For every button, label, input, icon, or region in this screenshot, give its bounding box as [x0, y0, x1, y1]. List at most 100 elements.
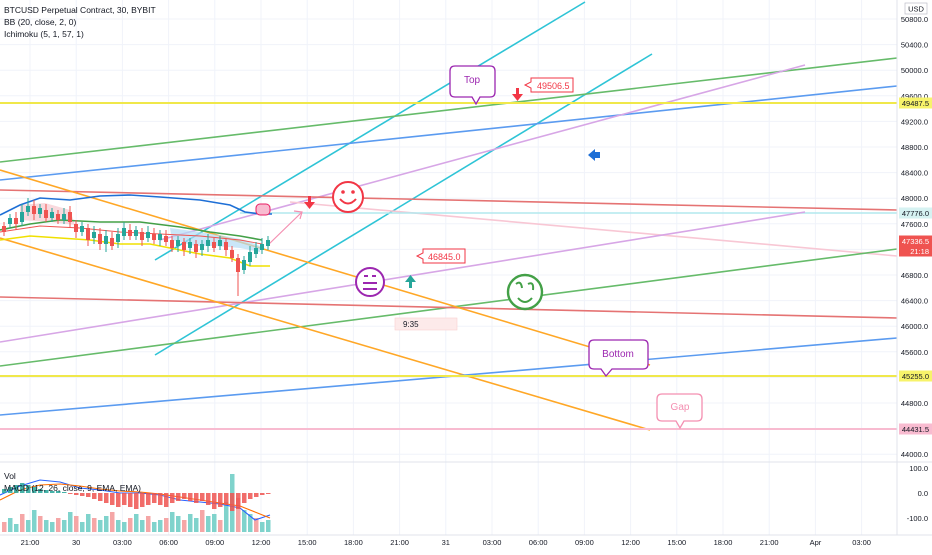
- candle-body: [236, 258, 240, 272]
- candle-body: [182, 242, 186, 250]
- time-axis[interactable]: 21:00 30 03:00 06:00 09:00 12:00 15:00 18:00 21:…: [0, 534, 932, 547]
- indicator-ichimoku-label[interactable]: Ichimoku (5, 1, 57, 1): [4, 29, 84, 39]
- candle-body: [230, 250, 234, 258]
- time-tick: 09:00: [575, 538, 594, 547]
- red-line-upper[interactable]: [0, 189, 898, 211]
- sticker-neutral-face[interactable]: [355, 267, 385, 297]
- pink-arrow-line[interactable]: [267, 211, 303, 246]
- candle: [68, 206, 72, 228]
- macd-hist-bar: [26, 485, 31, 493]
- macd-hist-bar: [128, 493, 133, 507]
- drawing-lines[interactable]: [0, 1, 898, 431]
- price-label-text: 46845.0: [428, 252, 461, 262]
- candle: [206, 234, 210, 252]
- volume-bar: [218, 520, 223, 532]
- candle: [50, 208, 54, 222]
- bb-basis-line[interactable]: [0, 219, 263, 241]
- callout-bottom[interactable]: Bottom: [588, 339, 649, 378]
- candle: [158, 230, 162, 246]
- macd-label[interactable]: MACD (12, 26, close, 9, EMA, EMA): [4, 483, 141, 493]
- sticker-happy-face[interactable]: [332, 181, 364, 213]
- pink-line[interactable]: [289, 201, 898, 257]
- callout-top[interactable]: Top: [449, 65, 496, 106]
- chart-legend[interactable]: BTCUSD Perpetual Contract, 30, BYBIT BB …: [4, 4, 156, 40]
- price-label-bottom[interactable]: 46845.0: [415, 248, 466, 264]
- lower-pane-legend[interactable]: Vol MACD (12, 26, close, 9, EMA, EMA): [4, 470, 141, 494]
- volume-bar: [140, 520, 145, 532]
- candle-body: [26, 206, 30, 212]
- candle-body: [56, 214, 60, 220]
- volume-label[interactable]: Vol: [4, 471, 16, 481]
- red-line-lower[interactable]: [0, 296, 898, 319]
- ichimoku-cloud: [170, 228, 260, 252]
- candle: [200, 240, 204, 256]
- candle: [32, 200, 36, 220]
- price-tick: 46000.0: [901, 322, 928, 331]
- macd-hist-bar: [56, 491, 61, 493]
- volume-bar: [38, 516, 43, 532]
- blue-trendline-top[interactable]: [0, 85, 898, 181]
- candle-body: [146, 232, 150, 238]
- pig-sticker[interactable]: [255, 203, 271, 216]
- indicator-bb-label[interactable]: BB (20, close, 2, 0): [4, 17, 77, 27]
- volume-bar: [26, 520, 31, 532]
- candle: [8, 214, 12, 228]
- arrow-markers[interactable]: [304, 88, 600, 288]
- cyan-channel-upper[interactable]: [154, 1, 586, 261]
- candle: [38, 204, 42, 218]
- arrow-down-icon[interactable]: [512, 88, 523, 101]
- volume-bar: [248, 514, 253, 532]
- candle: [2, 222, 6, 236]
- orange-channel-upper[interactable]: [0, 169, 651, 366]
- orange-channel-lower[interactable]: [0, 237, 651, 431]
- candle: [260, 238, 264, 254]
- macd-hist-bar: [230, 493, 235, 511]
- sticker-dizzy-face[interactable]: [506, 273, 544, 311]
- price-tick: 49600.0: [901, 92, 928, 101]
- price-tick: 48000.0: [901, 194, 928, 203]
- symbol-title[interactable]: BTCUSD Perpetual Contract, 30, BYBIT: [4, 5, 156, 15]
- macd-histogram: [2, 483, 271, 511]
- svg-text:USD: USD: [908, 5, 924, 14]
- arrow-up-icon[interactable]: [405, 275, 416, 288]
- price-tick: 49200.0: [901, 117, 928, 126]
- candle-body: [188, 242, 192, 248]
- candle-body: [134, 230, 138, 236]
- candle: [194, 240, 198, 258]
- candle: [242, 256, 246, 274]
- candle-body: [248, 252, 252, 262]
- macd-hist-bar: [260, 493, 265, 495]
- price-scale[interactable]: 50800.0 50400.0 50000.0 49600.0 49200.0 48800…: [896, 0, 928, 535]
- time-range-box[interactable]: 9:35: [394, 317, 458, 331]
- macd-hist-bar: [134, 493, 139, 509]
- arrow-left-icon[interactable]: [588, 149, 600, 161]
- macd-hist-bar: [50, 491, 55, 493]
- volume-bar: [134, 514, 139, 532]
- candle-body: [14, 218, 18, 224]
- macd-hist-bar: [62, 492, 67, 493]
- green-trendline-top[interactable]: [0, 57, 898, 163]
- macd-tick: -100.0: [907, 514, 928, 523]
- arrow-down-icon[interactable]: [304, 196, 315, 209]
- time-tick: 21:00: [21, 538, 40, 547]
- volume-bar: [266, 520, 271, 532]
- macd-hist-bar: [152, 493, 157, 503]
- callout-gap[interactable]: Gap: [656, 393, 703, 430]
- volume-bar: [44, 520, 49, 532]
- candle-body: [98, 234, 102, 244]
- price-label-top[interactable]: 49506.5: [523, 77, 574, 93]
- macd-hist-bar: [2, 489, 7, 493]
- macd-hist-bar: [92, 493, 97, 499]
- candle: [116, 228, 120, 248]
- macd-hist-bar: [116, 493, 121, 507]
- candle-body: [224, 242, 228, 250]
- price-tick: 50000.0: [901, 66, 928, 75]
- bb-upper-line[interactable]: [0, 194, 272, 216]
- cyan-channel-lower[interactable]: [154, 53, 653, 356]
- candlesticks[interactable]: [2, 198, 270, 296]
- macd-hist-bar: [182, 493, 187, 499]
- candle: [62, 208, 66, 224]
- violet-line-mid[interactable]: [0, 211, 806, 343]
